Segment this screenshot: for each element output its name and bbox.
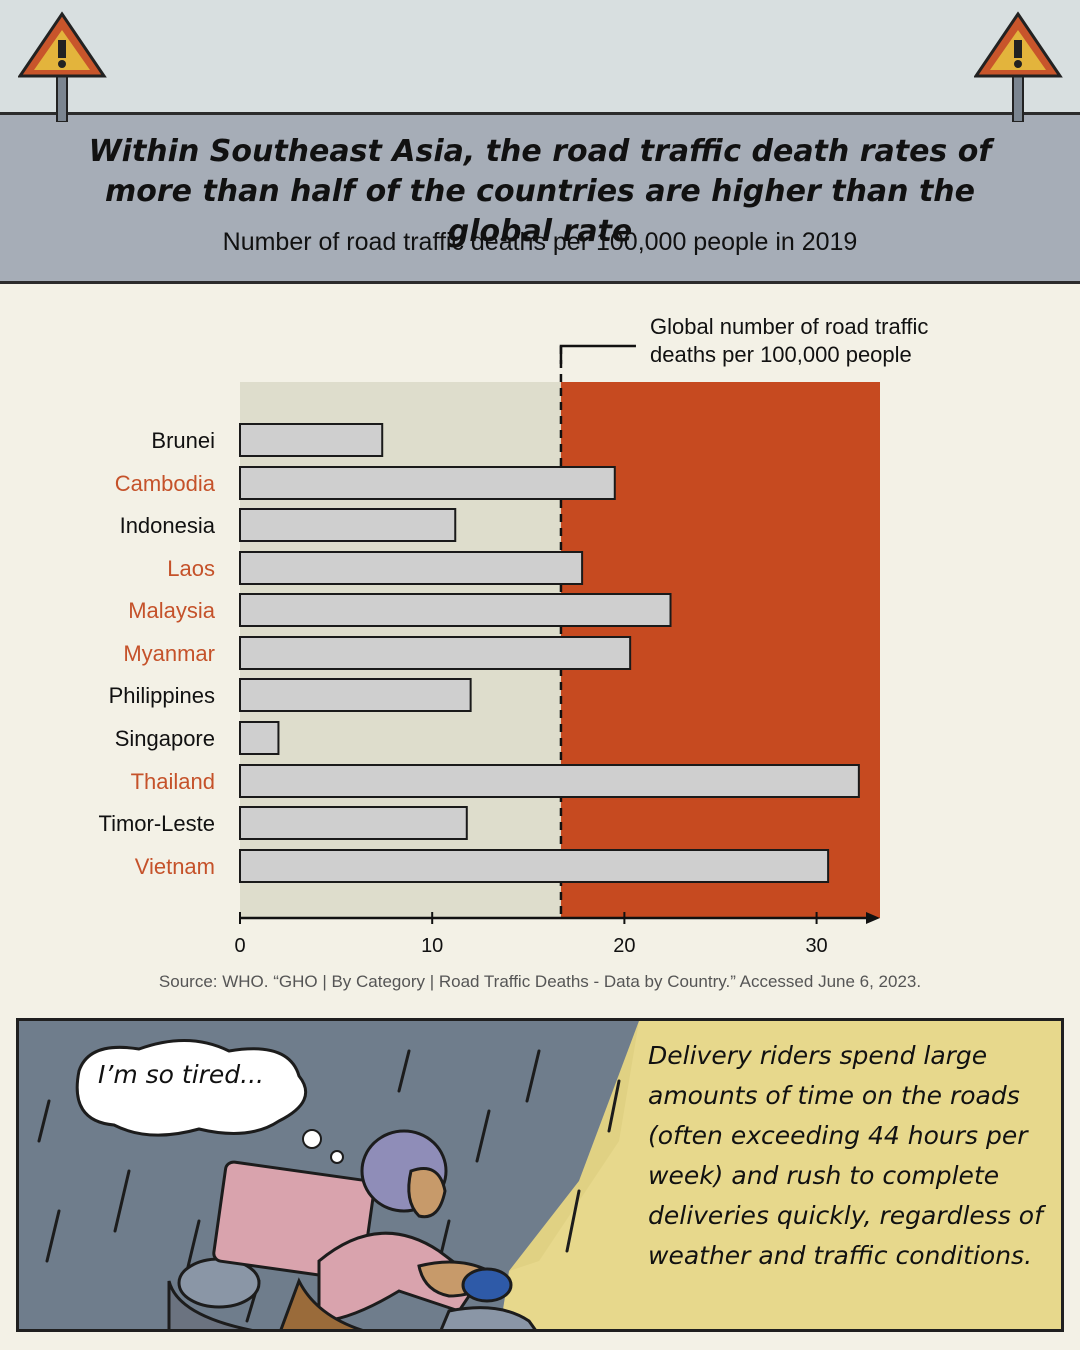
chart-title: Within Southeast Asia, the road traffic … bbox=[88, 134, 992, 249]
x-tick-label: 10 bbox=[421, 935, 443, 957]
category-label: Laos bbox=[167, 556, 215, 581]
category-label: Thailand bbox=[131, 769, 215, 794]
sky-band bbox=[0, 0, 1080, 112]
category-label: Malaysia bbox=[128, 598, 216, 623]
category-label: Philippines bbox=[109, 683, 215, 708]
x-tick-label: 20 bbox=[613, 935, 635, 957]
warning-sign-icon bbox=[18, 11, 107, 122]
category-label: Timor-Leste bbox=[98, 811, 215, 836]
bar-timor-leste bbox=[239, 806, 468, 840]
reference-line-label: Global number of road traffic deaths per … bbox=[650, 314, 928, 367]
category-label: Brunei bbox=[151, 428, 215, 453]
category-label: Myanmar bbox=[123, 641, 215, 666]
bar-chart: Global number of road traffic deaths per … bbox=[98, 314, 928, 957]
chart-subtitle: Number of road traffic deaths per 100,00… bbox=[222, 228, 858, 256]
x-axis-arrow bbox=[866, 912, 880, 924]
bar-brunei bbox=[239, 423, 384, 457]
bar-indonesia bbox=[239, 508, 457, 542]
category-label: Singapore bbox=[115, 726, 215, 751]
x-tick-label: 0 bbox=[234, 935, 245, 957]
source-note: Source: WHO. “GHO | By Category | Road T… bbox=[158, 972, 922, 991]
x-tick-label: 30 bbox=[805, 935, 827, 957]
category-label: Vietnam bbox=[135, 854, 215, 879]
category-label: Cambodia bbox=[115, 471, 216, 496]
bar-thailand bbox=[239, 764, 860, 798]
delivery-rider-illustration bbox=[37, 1021, 1061, 1329]
bar-myanmar bbox=[239, 636, 632, 670]
road-band bbox=[0, 112, 1080, 284]
bar-vietnam bbox=[239, 849, 830, 883]
warning-sign-icon bbox=[974, 11, 1063, 122]
bar-malaysia bbox=[239, 593, 672, 627]
comic-panel bbox=[16, 1018, 1064, 1332]
bar-singapore bbox=[239, 721, 280, 755]
thought-bubble-text: I’m so tired... bbox=[98, 1060, 265, 1089]
category-label: Indonesia bbox=[120, 513, 216, 538]
bar-laos bbox=[239, 551, 584, 585]
comic-caption: Delivery riders spend large amounts of t… bbox=[648, 1041, 1043, 1270]
bar-philippines bbox=[239, 678, 472, 712]
bar-cambodia bbox=[239, 466, 616, 500]
reference-leader bbox=[559, 344, 636, 364]
